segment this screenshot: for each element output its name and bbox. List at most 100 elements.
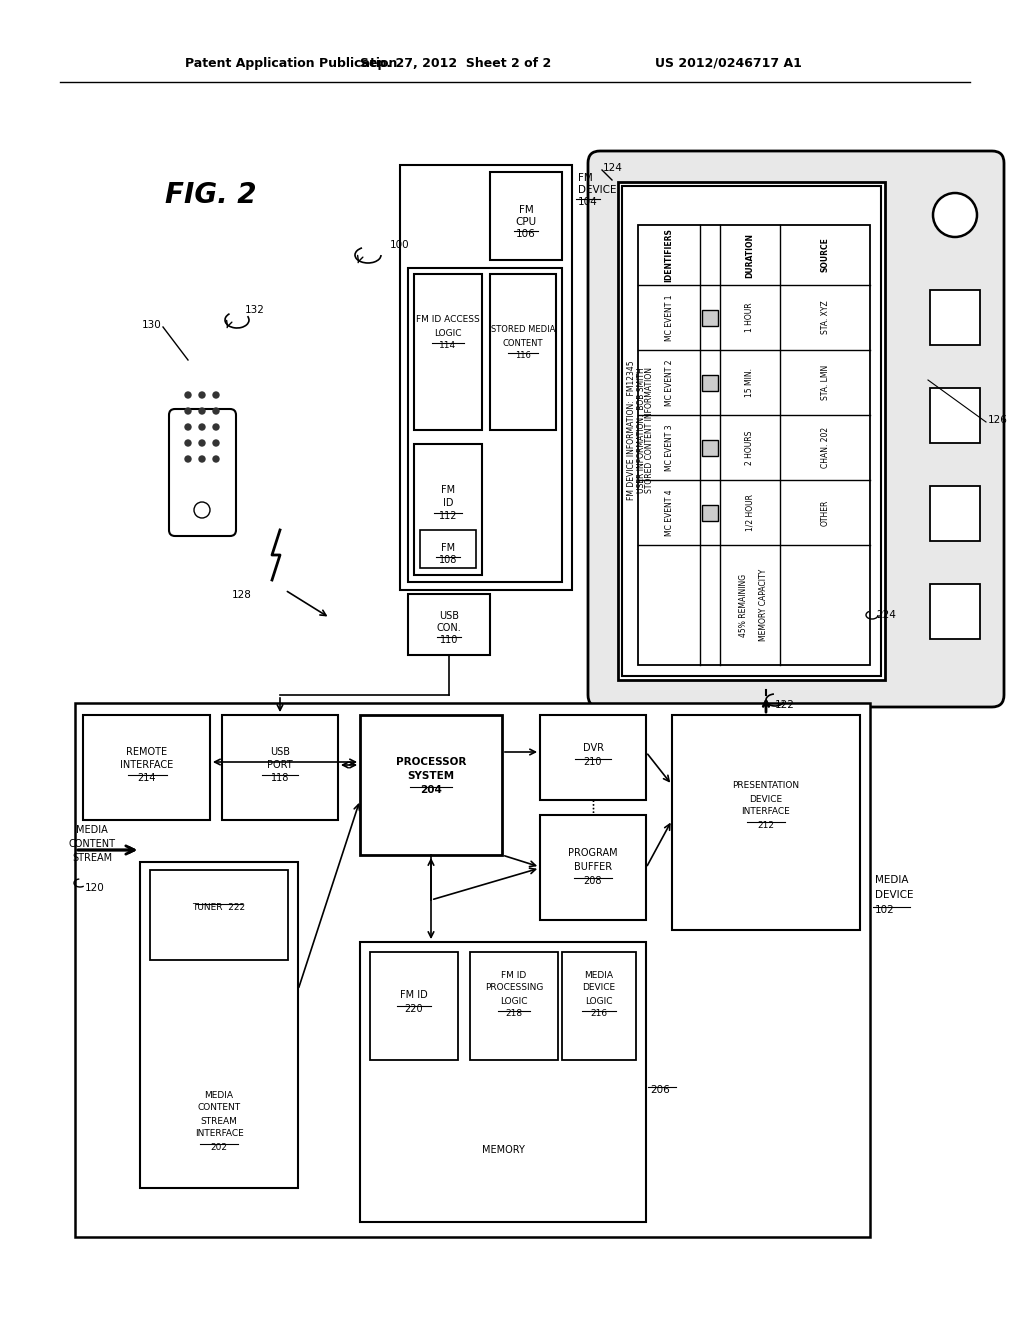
- Bar: [930, 388, 980, 444]
- Bar: [400, 165, 572, 590]
- Text: MC EVENT 3: MC EVENT 3: [665, 424, 674, 471]
- Text: 128: 128: [232, 590, 252, 601]
- Text: DEVICE: DEVICE: [750, 795, 782, 804]
- Bar: [562, 952, 636, 1060]
- Bar: [370, 952, 458, 1060]
- Bar: [702, 440, 718, 455]
- Bar: [75, 704, 870, 1237]
- FancyBboxPatch shape: [588, 150, 1004, 708]
- Circle shape: [213, 440, 219, 446]
- Bar: [414, 444, 482, 576]
- Text: STREAM: STREAM: [201, 1117, 238, 1126]
- Circle shape: [199, 440, 205, 446]
- Text: CONTENT: CONTENT: [69, 840, 116, 849]
- Bar: [930, 583, 980, 639]
- Text: SOURCE: SOURCE: [820, 238, 829, 272]
- Text: PROCESSOR: PROCESSOR: [396, 756, 466, 767]
- Text: ID: ID: [442, 498, 454, 508]
- Text: INTERFACE: INTERFACE: [195, 1130, 244, 1138]
- Text: US 2012/0246717 A1: US 2012/0246717 A1: [655, 57, 802, 70]
- Text: INTERFACE: INTERFACE: [741, 808, 791, 817]
- Text: STORED MEDIA: STORED MEDIA: [490, 326, 555, 334]
- Text: OTHER: OTHER: [820, 499, 829, 525]
- Text: INTERFACE: INTERFACE: [121, 760, 174, 770]
- Text: 126: 126: [988, 414, 1008, 425]
- Text: 104: 104: [578, 197, 598, 207]
- Circle shape: [199, 392, 205, 399]
- Text: 15 MIN.: 15 MIN.: [745, 368, 755, 397]
- Text: STREAM: STREAM: [72, 853, 112, 863]
- Text: MEDIA: MEDIA: [76, 825, 108, 836]
- Circle shape: [199, 455, 205, 462]
- Text: 120: 120: [85, 883, 104, 894]
- Circle shape: [199, 424, 205, 430]
- Text: 1/2 HOUR: 1/2 HOUR: [745, 494, 755, 531]
- Circle shape: [213, 408, 219, 414]
- Text: 108: 108: [439, 554, 457, 565]
- Text: 210: 210: [584, 756, 602, 767]
- Text: LOGIC: LOGIC: [501, 997, 527, 1006]
- Text: TUNER  222: TUNER 222: [193, 903, 246, 912]
- Bar: [414, 275, 482, 430]
- Text: MC EVENT 2: MC EVENT 2: [665, 359, 674, 405]
- Text: DURATION: DURATION: [745, 232, 755, 277]
- Text: FM DEVICE INFORMATION:  FM12345: FM DEVICE INFORMATION: FM12345: [628, 360, 637, 500]
- Circle shape: [213, 455, 219, 462]
- Text: 110: 110: [440, 635, 458, 645]
- Text: STA. LMN: STA. LMN: [820, 364, 829, 400]
- Bar: [672, 715, 860, 931]
- Text: Patent Application Publication: Patent Application Publication: [185, 57, 397, 70]
- Text: CHAN. 202: CHAN. 202: [820, 426, 829, 469]
- Text: MC EVENT 1: MC EVENT 1: [665, 294, 674, 341]
- Text: USB: USB: [439, 611, 459, 620]
- Text: 106: 106: [516, 228, 536, 239]
- Text: MEMORY CAPACITY: MEMORY CAPACITY: [760, 569, 768, 642]
- Text: FM: FM: [518, 205, 534, 215]
- Text: 122: 122: [775, 700, 795, 710]
- Bar: [540, 715, 646, 800]
- Text: 112: 112: [438, 511, 458, 521]
- Bar: [360, 715, 502, 855]
- Bar: [702, 309, 718, 326]
- Text: CON.: CON.: [436, 623, 462, 634]
- Text: 204: 204: [420, 785, 442, 795]
- Text: 124: 124: [603, 162, 623, 173]
- Bar: [490, 275, 556, 430]
- Text: 45% REMAINING: 45% REMAINING: [739, 573, 749, 636]
- Text: Sep. 27, 2012  Sheet 2 of 2: Sep. 27, 2012 Sheet 2 of 2: [360, 57, 551, 70]
- Text: 220: 220: [404, 1005, 423, 1014]
- Text: MEDIA: MEDIA: [205, 1090, 233, 1100]
- Text: 100: 100: [390, 240, 410, 249]
- Bar: [490, 172, 562, 260]
- Text: 216: 216: [591, 1010, 607, 1019]
- Text: MC EVENT 4: MC EVENT 4: [665, 490, 674, 536]
- Bar: [638, 224, 870, 665]
- Text: 218: 218: [506, 1010, 522, 1019]
- Bar: [702, 504, 718, 520]
- Text: 116: 116: [515, 351, 530, 360]
- FancyBboxPatch shape: [169, 409, 236, 536]
- Text: CPU: CPU: [515, 216, 537, 227]
- Text: SYSTEM: SYSTEM: [408, 771, 455, 781]
- Circle shape: [185, 408, 191, 414]
- Bar: [150, 870, 288, 960]
- Text: 224: 224: [876, 610, 896, 620]
- Text: 114: 114: [439, 342, 457, 351]
- Text: 214: 214: [138, 774, 157, 783]
- Text: REMOTE: REMOTE: [126, 747, 168, 756]
- Circle shape: [194, 502, 210, 517]
- Text: DVR: DVR: [583, 743, 603, 752]
- Bar: [420, 531, 476, 568]
- Text: 2 HOURS: 2 HOURS: [745, 430, 755, 465]
- Bar: [622, 186, 881, 676]
- Text: CONTENT: CONTENT: [503, 338, 544, 347]
- Bar: [618, 182, 885, 680]
- Circle shape: [185, 424, 191, 430]
- Text: DEVICE: DEVICE: [578, 185, 616, 195]
- Text: MEDIA: MEDIA: [874, 875, 908, 884]
- Text: LOGIC: LOGIC: [434, 329, 462, 338]
- Bar: [408, 594, 490, 655]
- Text: 208: 208: [584, 876, 602, 886]
- Text: MEMORY: MEMORY: [481, 1144, 524, 1155]
- Circle shape: [199, 408, 205, 414]
